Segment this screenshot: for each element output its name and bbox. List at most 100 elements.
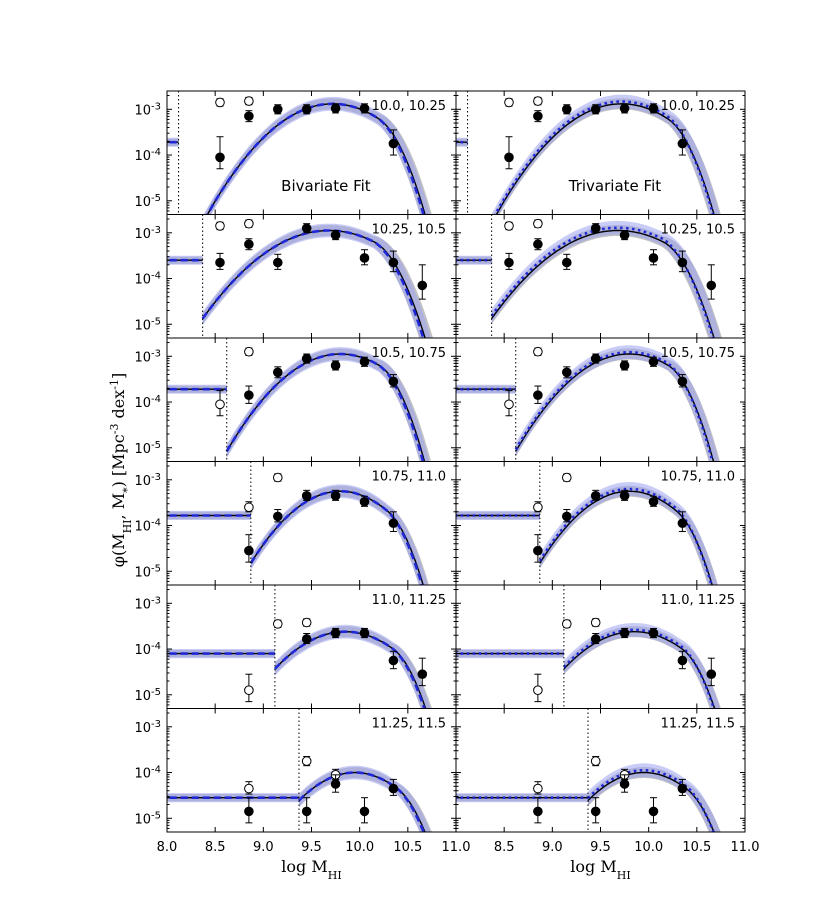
fit-line xyxy=(201,229,425,338)
data-point-filled xyxy=(244,390,254,400)
data-point-filled xyxy=(301,104,312,115)
data-point-filled xyxy=(561,104,572,115)
data-point-open xyxy=(504,97,514,108)
data-point-filled xyxy=(561,511,572,522)
fit-line xyxy=(298,771,426,832)
panel-4-0: 10-3 10-4 10-5 11.0, 11.25 xyxy=(134,584,457,709)
data-point-filled xyxy=(590,806,601,817)
x-tick-label: 9.5 xyxy=(590,840,611,855)
data-point-filled xyxy=(504,257,514,268)
data-point-open xyxy=(215,399,225,410)
fit-band xyxy=(274,624,431,709)
x-tick-label: 11.0 xyxy=(731,840,760,855)
fit-type-label: Trivariate Fit xyxy=(568,177,661,195)
y-tick-label: 10-4 xyxy=(134,764,161,782)
data-point-open xyxy=(244,783,254,794)
panel-2-0: 10-3 10-4 10-5 10.5, 10.75 xyxy=(134,337,457,462)
x-tick-label: 10.5 xyxy=(682,840,711,855)
fit-line xyxy=(205,102,425,215)
x-tick-label: 10.0 xyxy=(345,840,374,855)
x-axis-title: log MHI xyxy=(281,857,341,882)
data-point-open xyxy=(301,617,312,628)
data-point-filled xyxy=(648,628,659,638)
data-point-filled xyxy=(619,491,630,501)
data-point-open xyxy=(244,346,254,357)
mass-bin-label: 11.0, 11.25 xyxy=(661,593,735,608)
panel-3-1: 10.75, 11.0 xyxy=(455,461,746,586)
mass-bin-label: 10.5, 10.75 xyxy=(661,346,735,361)
x-tick-label: 8.5 xyxy=(205,840,226,855)
data-point-filled xyxy=(619,779,630,789)
data-point-filled xyxy=(417,669,428,679)
data-point-filled xyxy=(388,783,399,794)
data-point-filled xyxy=(272,257,283,268)
mass-bin-label: 10.0, 10.25 xyxy=(372,99,446,114)
mass-bin-label: 11.25, 11.5 xyxy=(372,717,446,732)
data-point-open xyxy=(590,756,601,766)
mass-bin-label: 10.5, 10.75 xyxy=(372,346,446,361)
data-point-open xyxy=(561,472,572,483)
data-point-filled xyxy=(359,806,370,817)
data-point-filled xyxy=(301,353,312,364)
y-tick-label: 10-3 xyxy=(134,718,161,736)
fit-band xyxy=(202,223,431,338)
data-point-open xyxy=(533,96,543,106)
data-point-filled xyxy=(590,634,601,644)
y-tick-label: 10-4 xyxy=(134,641,161,659)
y-tick-label: 10-3 xyxy=(134,348,161,366)
data-point-filled xyxy=(330,230,341,240)
panel-5-0: 10-3 10-4 10-5 11.25, 11.5 xyxy=(134,708,457,833)
y-tick-label: 10-5 xyxy=(134,316,161,334)
data-point-filled xyxy=(388,655,399,666)
data-point-filled xyxy=(388,376,399,387)
data-point-open xyxy=(244,685,254,696)
data-point-filled xyxy=(272,104,283,115)
x-axis-title: log MHI xyxy=(570,857,630,882)
fit-band xyxy=(491,220,721,338)
panel-3-0: 10-3 10-4 10-5 10.75, 11.0 xyxy=(134,461,457,586)
fit-line xyxy=(538,487,713,585)
fit-band xyxy=(588,763,721,832)
data-point-open xyxy=(533,502,543,513)
x-tick-label: 10.0 xyxy=(634,840,663,855)
y-tick-label: 10-4 xyxy=(134,147,161,165)
data-point-filled xyxy=(533,111,543,121)
y-tick-label: 10-3 xyxy=(134,595,161,613)
x-tick-label: 8.5 xyxy=(494,840,515,855)
data-point-filled xyxy=(533,545,543,556)
data-point-filled xyxy=(677,257,688,268)
data-point-open xyxy=(244,502,254,513)
data-point-open xyxy=(272,619,283,629)
data-point-filled xyxy=(590,491,601,501)
y-tick-label: 10-4 xyxy=(134,270,161,288)
x-tick-label: 8.0 xyxy=(157,840,178,855)
y-tick-label: 10-5 xyxy=(134,563,161,581)
data-point-filled xyxy=(301,806,312,817)
data-point-filled xyxy=(215,257,225,268)
y-tick-label: 10-5 xyxy=(134,439,161,457)
model-line xyxy=(587,771,715,832)
fit-line xyxy=(273,630,426,709)
data-point-filled xyxy=(330,103,341,114)
panel-5-1: 11.25, 11.5 xyxy=(455,708,746,833)
data-point-filled xyxy=(359,628,370,638)
data-point-filled xyxy=(561,367,572,378)
panel-0-1: 10.0, 10.25 Trivariate Fit xyxy=(455,90,746,215)
mass-bin-label: 10.0, 10.25 xyxy=(661,99,735,114)
data-point-filled xyxy=(272,511,283,522)
data-point-filled xyxy=(244,806,254,817)
data-point-filled xyxy=(359,356,370,367)
data-point-filled xyxy=(706,280,717,291)
panel-grid: 10-3 10-4 10-5 10.0, 10.25 Bivariate Fit 10.0… xyxy=(134,90,746,833)
data-point-filled xyxy=(706,669,717,679)
mass-bin-label: 11.25, 11.5 xyxy=(661,717,735,732)
data-point-filled xyxy=(677,518,688,529)
x-tick-label: 11.0 xyxy=(442,840,471,855)
data-point-filled xyxy=(677,655,688,666)
data-point-open xyxy=(504,221,514,231)
mass-bin-label: 10.25, 10.5 xyxy=(372,223,446,238)
mass-bin-label: 10.75, 11.0 xyxy=(372,470,446,485)
x-axis-titles: 8.0 8.5 9.0 9.5 10.0 10.5 11.0 log MHI 8.5 9.0 9.5… xyxy=(157,840,760,882)
data-point-filled xyxy=(648,356,659,367)
data-point-open xyxy=(561,619,572,629)
